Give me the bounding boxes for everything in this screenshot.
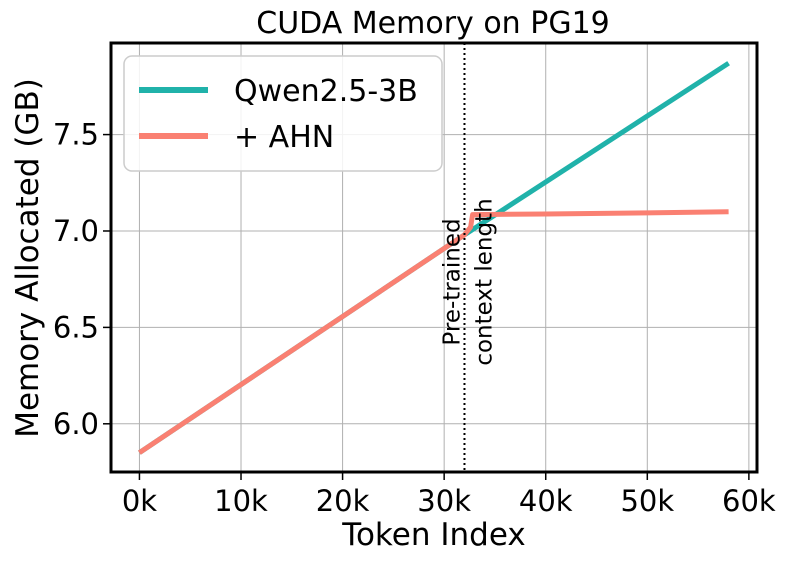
axis-ticks: 0k 10k 20k 30k 40k 50k 60k 6.0 6.5 7.0 7.5	[53, 118, 776, 518]
context-length-label-line: Pre-trained	[439, 218, 465, 345]
legend: Qwen2.5-3B + AHN	[123, 55, 443, 172]
context-length-label: Pre-trained context length	[439, 198, 497, 365]
plot-frame	[109, 41, 759, 474]
y-tick-label: 7.5	[53, 118, 99, 152]
legend-label-qwen: Qwen2.5-3B	[234, 74, 418, 109]
legend-label-ahn: + AHN	[234, 120, 334, 155]
y-tick-label: 6.5	[53, 310, 99, 344]
x-tick-label: 50k	[620, 484, 674, 518]
legend-box	[123, 55, 443, 172]
chart-title: CUDA Memory on PG19	[256, 6, 610, 41]
x-tick-label: 30k	[417, 484, 471, 518]
x-tick-label: 40k	[519, 484, 573, 518]
y-tick-label: 6.0	[53, 407, 99, 441]
y-axis-label: Memory Allocated (GB)	[10, 78, 46, 438]
context-length-label-line: context length	[471, 198, 497, 365]
annotation-group: Pre-trained context length	[439, 43, 497, 472]
x-tick-label: 10k	[214, 484, 268, 518]
x-tick-label: 0k	[122, 484, 157, 518]
x-tick-label: 60k	[722, 484, 776, 518]
series-line-1	[138, 209, 729, 455]
x-axis-label: Token Index	[341, 517, 525, 553]
y-tick-label: 7.0	[53, 214, 99, 248]
x-tick-label: 20k	[316, 484, 370, 518]
